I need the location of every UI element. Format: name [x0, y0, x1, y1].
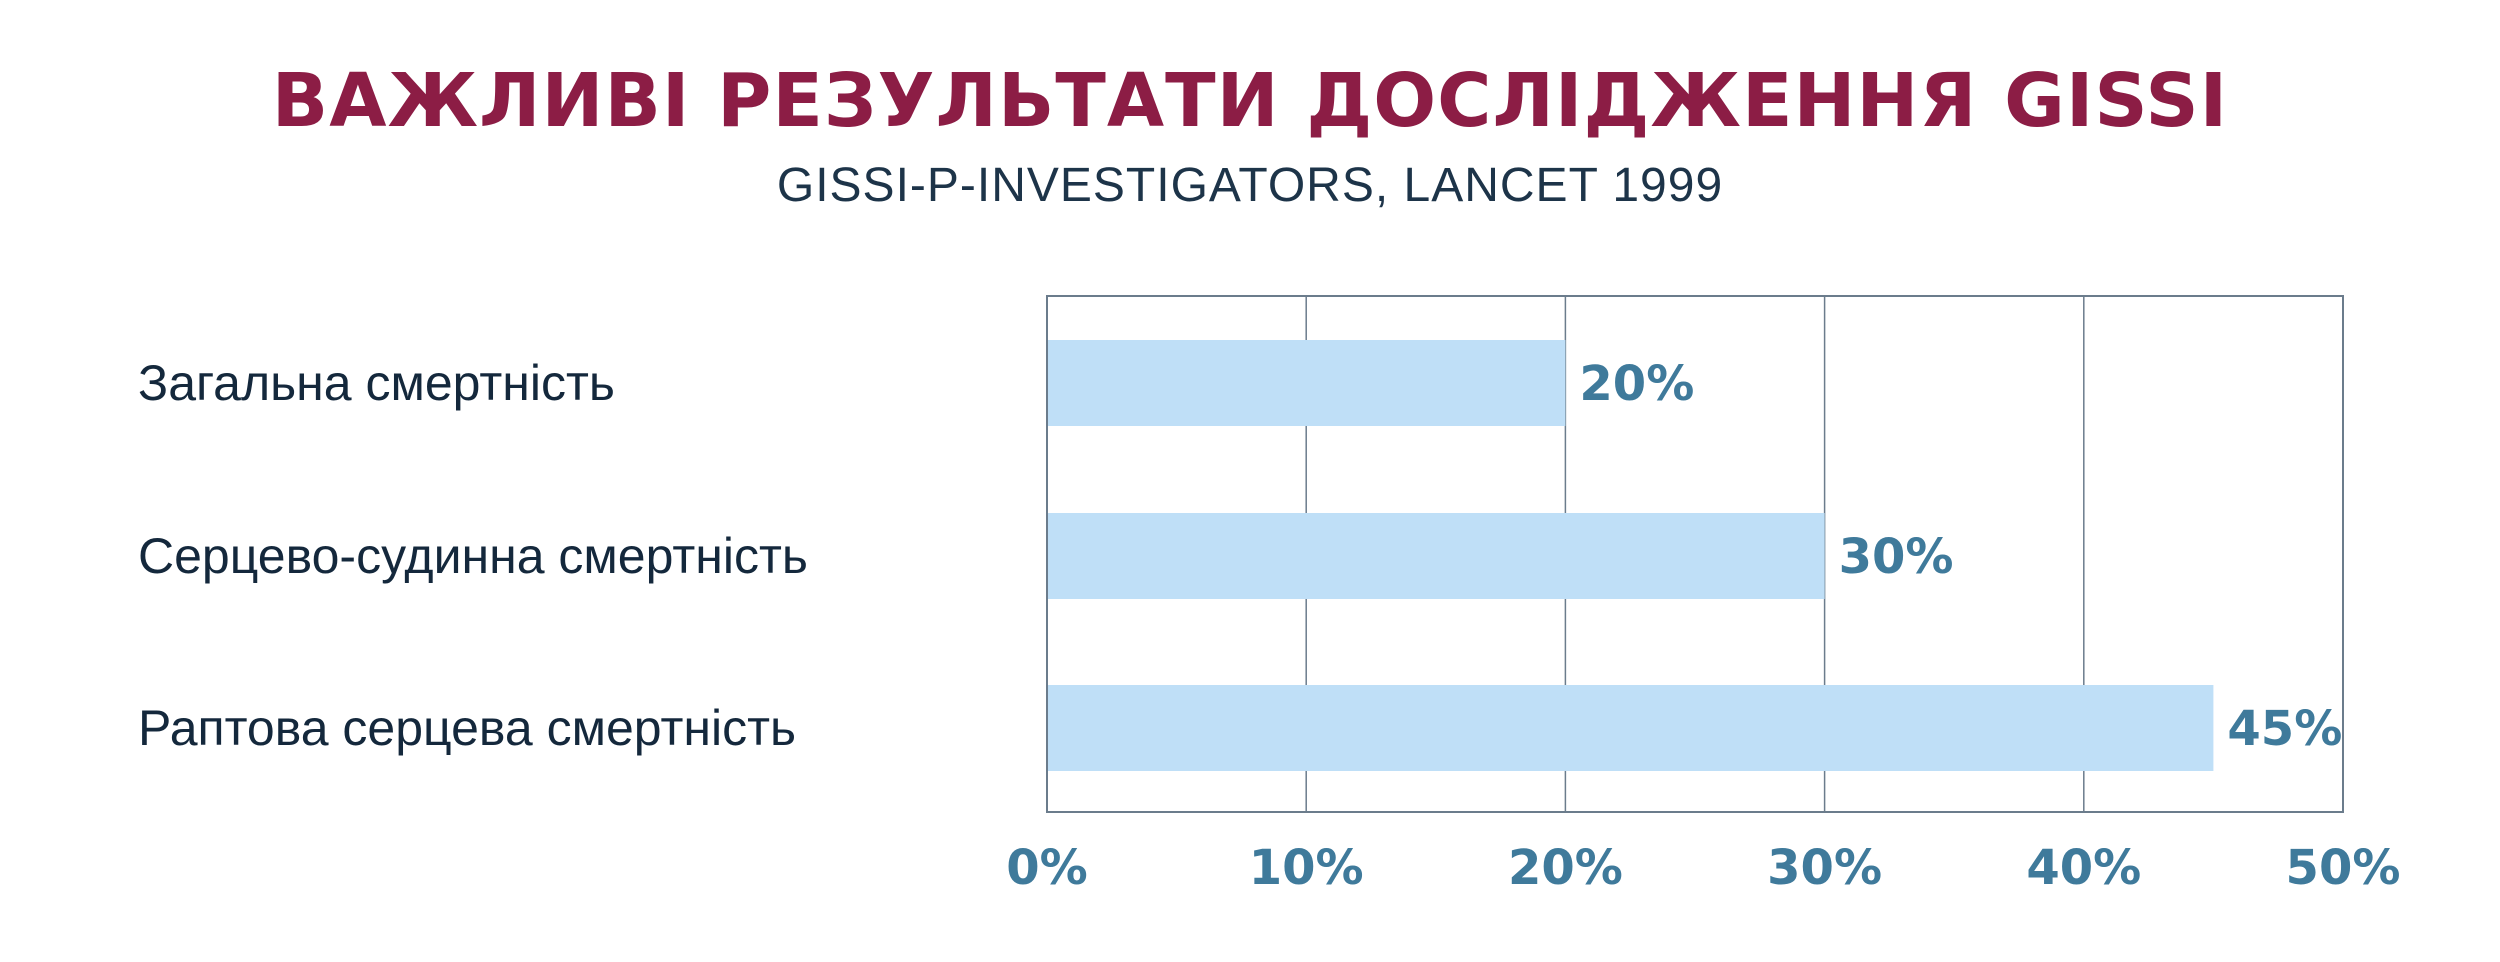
- x-tick-label: 0%: [1006, 840, 1088, 896]
- category-label: Раптова серцева смертність: [138, 700, 796, 756]
- bars: [1047, 340, 2214, 771]
- bar-value-label: 20%: [1579, 356, 1694, 412]
- chart-title: ВАЖЛИВІ РЕЗУЛЬТАТИ ДОСЛІДЖЕННЯ GISSI: [271, 58, 2229, 144]
- x-tick-label: 50%: [2286, 840, 2401, 896]
- x-tick-label: 30%: [1767, 840, 1882, 896]
- x-tick-label: 20%: [1508, 840, 1623, 896]
- labels: 0% 10% 20% 30% 40% 50% 20% Загальна смертність 3…: [138, 355, 2400, 896]
- x-tick-label: 40%: [2026, 840, 2141, 896]
- x-tick-label: 10%: [1249, 840, 1364, 896]
- plot-frame: [1046, 295, 2344, 813]
- category-label: Серцево-судинна смертність: [138, 528, 808, 584]
- bar: [1047, 340, 1566, 426]
- chart-subtitle: GISSI-P-INVESTIGATORS, LANCET 1999: [776, 159, 1724, 212]
- bar: [1047, 513, 1825, 599]
- bar: [1047, 685, 2214, 771]
- bar-value-label: 45%: [2227, 701, 2342, 757]
- category-label: Загальна смертність: [138, 355, 615, 411]
- bar-value-label: 30%: [1839, 529, 1954, 585]
